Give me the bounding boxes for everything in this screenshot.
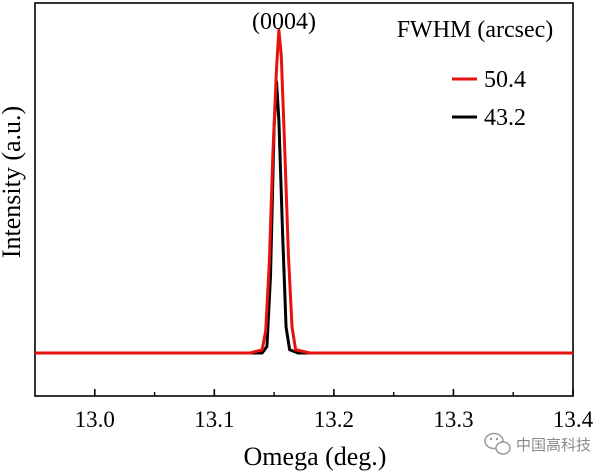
plot-frame (34, 2, 574, 397)
watermark-text: 中国高科技 (516, 436, 591, 454)
series-line-50-4 (35, 28, 573, 355)
y-axis-label: Intensity (a.u.) (0, 106, 26, 258)
x-tick-label: 13.0 (75, 407, 115, 432)
legend-label-50-4: 50.4 (484, 67, 526, 93)
wechat-icon (484, 432, 511, 455)
peak-annotation: (0004) (252, 9, 316, 35)
x-tick-label: 13.3 (433, 407, 473, 432)
x-tick-label: 13.2 (314, 407, 354, 432)
legend-title: FWHM (arcsec) (397, 17, 554, 43)
series-layer (35, 28, 573, 355)
watermark: 中国高科技 (484, 432, 591, 455)
legend: 50.4 43.2 (452, 67, 526, 131)
x-axis-label: Omega (deg.) (244, 442, 387, 471)
legend-label-43-2: 43.2 (484, 105, 526, 131)
series-line-43-2 (35, 80, 573, 355)
x-tick-label: 13.4 (553, 407, 594, 432)
x-axis-ticks: 13.0 13.1 13.2 13.3 13.4 (75, 389, 594, 432)
x-tick-label: 13.1 (194, 407, 234, 432)
